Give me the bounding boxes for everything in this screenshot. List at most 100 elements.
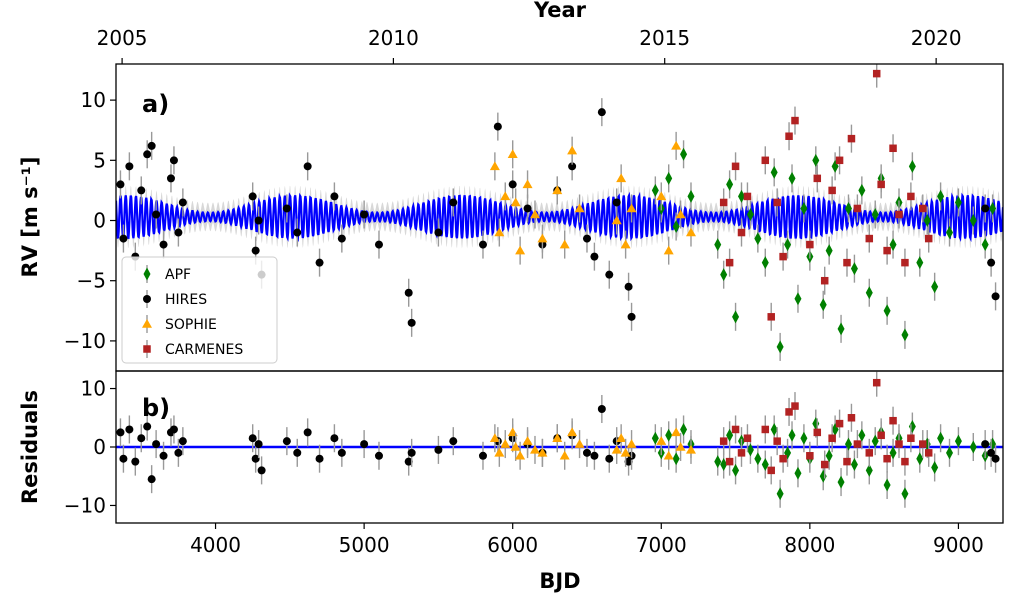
data-point bbox=[895, 210, 903, 219]
y-tick-label: −10 bbox=[64, 493, 106, 517]
data-point bbox=[719, 437, 728, 445]
data-point bbox=[937, 189, 945, 203]
data-point bbox=[671, 427, 682, 437]
data-point bbox=[889, 144, 897, 153]
data-point bbox=[937, 431, 945, 445]
legend-marker-apf bbox=[143, 267, 151, 281]
y-tick-label: 10 bbox=[81, 377, 106, 401]
data-point bbox=[754, 232, 762, 246]
data-point bbox=[143, 150, 152, 159]
data-point bbox=[731, 425, 740, 434]
data-point bbox=[404, 288, 413, 297]
data-point bbox=[166, 174, 175, 183]
data-point bbox=[726, 177, 734, 191]
data-point bbox=[901, 328, 909, 342]
data-point bbox=[169, 425, 178, 434]
data-point bbox=[883, 478, 891, 492]
data-point bbox=[478, 451, 487, 460]
data-point bbox=[987, 448, 996, 457]
data-point bbox=[820, 460, 829, 469]
data-point bbox=[293, 448, 302, 457]
data-point bbox=[672, 452, 680, 466]
x-axis-title: BJD bbox=[539, 569, 580, 593]
data-point bbox=[404, 457, 413, 466]
data-point bbox=[651, 183, 659, 197]
data-point bbox=[931, 280, 939, 294]
data-point bbox=[515, 245, 526, 255]
data-point bbox=[671, 140, 682, 150]
data-point bbox=[119, 234, 128, 243]
data-point bbox=[923, 214, 931, 228]
data-point bbox=[761, 425, 770, 434]
data-point bbox=[726, 428, 734, 442]
data-point bbox=[624, 282, 633, 291]
data-point bbox=[877, 180, 885, 189]
data-point bbox=[889, 416, 897, 425]
data-point bbox=[908, 159, 916, 173]
data-point bbox=[254, 440, 263, 449]
data-point bbox=[720, 268, 728, 282]
data-point bbox=[672, 220, 680, 234]
data-point bbox=[152, 440, 161, 449]
data-point bbox=[616, 173, 627, 183]
data-point bbox=[665, 428, 673, 442]
data-point bbox=[732, 310, 740, 324]
data-point bbox=[825, 449, 833, 463]
data-point bbox=[779, 454, 787, 463]
data-point bbox=[991, 454, 1000, 463]
data-point bbox=[754, 452, 762, 466]
data-point bbox=[360, 210, 369, 219]
data-point bbox=[494, 447, 505, 457]
data-point bbox=[794, 292, 802, 306]
data-point bbox=[853, 204, 862, 213]
data-point bbox=[489, 161, 500, 171]
data-point bbox=[159, 240, 168, 249]
series-hires bbox=[116, 395, 1000, 494]
legend-box bbox=[121, 256, 278, 364]
data-point bbox=[871, 434, 879, 448]
legend-marker-sophie bbox=[142, 319, 152, 328]
bjd-axis: 4000 5000 6000 7000 8000 9000 bbox=[190, 523, 984, 557]
data-point bbox=[954, 195, 962, 209]
data-point bbox=[656, 191, 667, 201]
data-point bbox=[663, 245, 674, 255]
data-point bbox=[449, 198, 458, 207]
x-tick-label: 5000 bbox=[339, 533, 390, 557]
data-point bbox=[776, 340, 784, 354]
data-point bbox=[478, 240, 487, 249]
data-point bbox=[919, 204, 927, 213]
plot-area bbox=[116, 371, 1003, 508]
data-point bbox=[143, 422, 152, 431]
year-tick-label: 2020 bbox=[911, 26, 962, 50]
data-point bbox=[611, 444, 622, 454]
data-point bbox=[788, 428, 796, 442]
data-point bbox=[901, 258, 909, 267]
data-point bbox=[828, 434, 836, 442]
data-point bbox=[779, 252, 787, 261]
data-point bbox=[825, 244, 833, 258]
year-tick-label: 2015 bbox=[639, 26, 690, 50]
data-point bbox=[883, 246, 891, 255]
data-point bbox=[337, 448, 346, 457]
data-point bbox=[159, 451, 168, 460]
data-point bbox=[746, 207, 754, 221]
data-point bbox=[719, 198, 728, 207]
data-point bbox=[675, 442, 686, 451]
data-point bbox=[858, 183, 866, 197]
data-point bbox=[806, 452, 814, 460]
data-point bbox=[582, 448, 591, 457]
data-point bbox=[574, 203, 585, 213]
data-point bbox=[627, 312, 636, 321]
data-point bbox=[850, 458, 858, 472]
data-point bbox=[946, 446, 954, 460]
data-point bbox=[500, 191, 511, 201]
data-point bbox=[675, 209, 686, 219]
data-point bbox=[663, 450, 674, 460]
data-point bbox=[743, 434, 752, 442]
data-point bbox=[620, 447, 631, 457]
data-point bbox=[847, 134, 856, 143]
data-point bbox=[407, 448, 416, 457]
data-point bbox=[865, 234, 874, 243]
data-point bbox=[537, 233, 548, 243]
y-tick-label: 0 bbox=[93, 209, 106, 233]
